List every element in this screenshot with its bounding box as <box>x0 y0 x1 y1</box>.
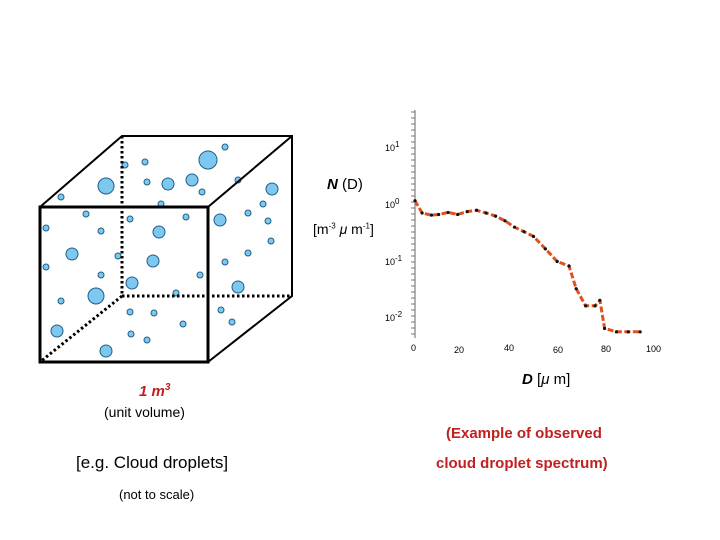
droplet <box>161 177 175 191</box>
y-tick-label: 101 <box>385 140 400 154</box>
spectrum-data-point <box>484 211 488 215</box>
spectrum-data-point <box>567 264 571 268</box>
droplet <box>221 258 229 266</box>
spectrum-data-point <box>584 304 588 308</box>
droplet <box>228 318 236 326</box>
x-tick-label: 100 <box>646 344 662 354</box>
droplet <box>99 344 113 358</box>
spectrum-series-line <box>413 199 641 334</box>
x-tick-label: 40 <box>504 343 515 353</box>
spectrum-data-point <box>603 326 607 331</box>
x-axis-title: D [μ m] <box>522 371 571 388</box>
droplet <box>185 173 199 187</box>
cube-top-edge <box>207 135 293 208</box>
cube-back-outline <box>39 135 293 363</box>
spectrum-data-point <box>543 247 547 251</box>
y-axis-units: [m-3 μ m-1] <box>313 221 374 237</box>
spectrum-data-point <box>522 230 526 234</box>
droplet <box>221 143 229 151</box>
spectrum-chart <box>411 110 642 338</box>
droplet <box>141 158 149 166</box>
droplet <box>244 209 252 217</box>
droplet <box>244 249 252 257</box>
y-axis-title: N (D) <box>327 176 363 193</box>
spectrum-data-point <box>512 225 517 229</box>
caption-line-1: (Example of observed <box>446 425 602 442</box>
spectrum-data-point <box>429 213 434 217</box>
droplet <box>42 263 50 271</box>
droplet <box>231 280 245 294</box>
droplet <box>97 271 105 279</box>
spectrum-data-point <box>413 199 417 203</box>
x-tick-label: 0 <box>411 343 417 353</box>
spectrum-data-point <box>598 298 602 302</box>
spectrum-data-point <box>531 234 536 239</box>
volume-note: (unit volume) <box>104 404 185 420</box>
droplet <box>196 271 204 279</box>
droplet <box>198 150 218 170</box>
spectrum-data-point <box>493 214 498 218</box>
droplet <box>87 287 105 305</box>
droplet <box>42 224 50 232</box>
droplet <box>264 217 272 225</box>
spectrum-data-point <box>555 259 559 264</box>
spectrum-data-point <box>593 304 597 308</box>
spectrum-data-point <box>446 210 450 215</box>
droplet <box>65 247 79 261</box>
spectrum-data-point <box>456 212 460 217</box>
spectrum-data-point <box>475 208 479 212</box>
unit-volume-cube <box>38 135 293 364</box>
droplet <box>125 276 139 290</box>
droplet <box>150 309 158 317</box>
y-axis-minor-ticks <box>411 111 415 335</box>
spectrum-data-point <box>503 219 507 223</box>
droplet <box>143 336 151 344</box>
droplet <box>114 252 122 260</box>
droplet <box>265 182 279 196</box>
droplet <box>97 177 115 195</box>
spectrum-data-point <box>465 210 469 214</box>
spectrum-data-point <box>638 330 642 334</box>
droplet <box>146 254 160 268</box>
y-tick-label: 100 <box>385 197 400 211</box>
scale-note: (not to scale) <box>119 487 195 502</box>
droplet <box>126 308 134 316</box>
droplet <box>152 225 166 239</box>
droplet <box>259 200 267 208</box>
spectrum-data-point <box>614 330 619 334</box>
droplet <box>198 188 206 196</box>
spectrum-data-point <box>574 287 578 291</box>
droplet <box>82 210 90 218</box>
droplet <box>127 330 135 338</box>
droplet <box>126 215 134 223</box>
spectrum-data-point <box>626 330 630 334</box>
droplet <box>50 324 64 338</box>
x-tick-label: 80 <box>601 344 612 354</box>
y-tick-label: 10-1 <box>385 254 403 268</box>
x-tick-label: 60 <box>553 345 564 355</box>
droplet <box>57 193 65 201</box>
droplet <box>143 178 151 186</box>
spectrum-data-point <box>420 211 424 215</box>
spectrum-data-points <box>413 199 642 334</box>
volume-label: 1 m3 <box>139 382 171 401</box>
droplet <box>97 227 105 235</box>
cube-front-face <box>38 205 210 364</box>
y-tick-label: 10-2 <box>385 310 403 324</box>
droplet <box>267 237 275 245</box>
cloud-droplets <box>42 143 279 358</box>
droplet <box>182 213 190 221</box>
spectrum-data-point <box>437 212 441 217</box>
droplet <box>179 320 187 328</box>
droplet <box>57 297 65 305</box>
droplet <box>217 306 225 314</box>
droplet <box>213 213 227 227</box>
caption-line-2: cloud droplet spectrum) <box>436 455 608 472</box>
x-tick-label: 20 <box>454 345 465 355</box>
example-label: [e.g. Cloud droplets] <box>76 453 229 472</box>
